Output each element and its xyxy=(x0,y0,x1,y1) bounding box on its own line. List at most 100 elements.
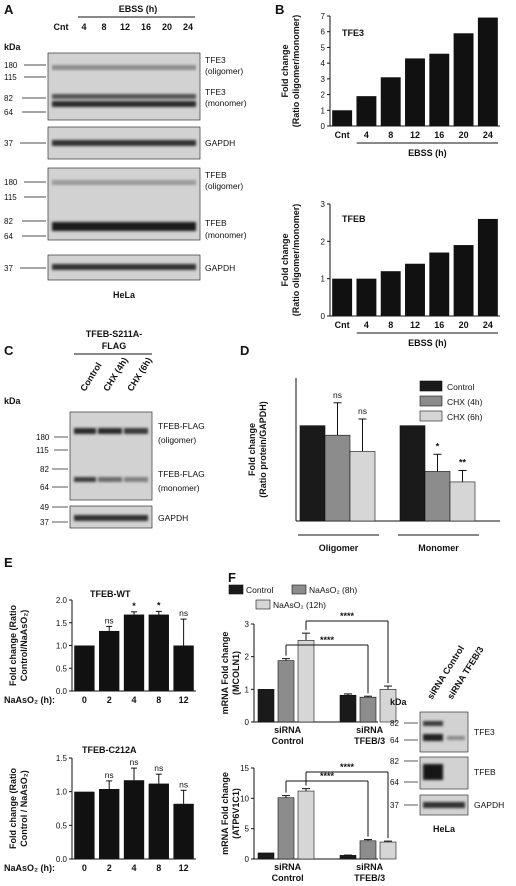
y-tick-label: 1.0 xyxy=(56,642,68,651)
blot-label: GAPDH xyxy=(474,800,504,810)
blot-label: (monomer) xyxy=(158,483,200,493)
bar xyxy=(257,852,275,860)
bar xyxy=(453,33,474,126)
marker: 37 xyxy=(390,801,399,810)
marker: 82 xyxy=(4,217,13,226)
panel-a-label: A xyxy=(4,2,14,17)
bands-tfeb xyxy=(52,180,196,231)
bar xyxy=(173,645,194,691)
marker: 64 xyxy=(390,778,399,787)
y-tick-label: 2 xyxy=(321,91,326,100)
bar xyxy=(405,263,425,316)
significance-label: ns xyxy=(333,390,342,400)
x-tick-label: 16 xyxy=(434,320,444,330)
blot-label: TFEB xyxy=(205,170,227,180)
y-tick-label: 5 xyxy=(321,43,326,52)
bar xyxy=(339,694,357,723)
blot-tfe3-f xyxy=(419,711,469,753)
group-label: siRNA xyxy=(274,725,302,735)
construct-label: TFEB-S211A- xyxy=(86,329,143,339)
marker: 64 xyxy=(40,483,49,492)
x-tick-label: 24 xyxy=(483,320,493,330)
y-axis-label: mRNA Fold change xyxy=(220,772,230,855)
bar xyxy=(299,425,326,522)
bar xyxy=(429,53,450,126)
y-tick-label: 2 xyxy=(321,237,326,246)
x-tick-label: 12 xyxy=(410,320,420,330)
blot-label: TFE3 xyxy=(474,727,495,737)
group-label: siRNA xyxy=(356,862,384,872)
kda-label-c: kDa xyxy=(4,396,22,406)
x-tick-label: 8 xyxy=(388,320,393,330)
group-label: siRNA xyxy=(274,862,302,872)
marker: 37 xyxy=(4,139,13,148)
band xyxy=(423,802,465,808)
y-tick-label: 10 xyxy=(240,794,249,803)
significance-label: ns xyxy=(154,763,163,773)
panel-a: A EBSS (h) Cnt 4 8 12 16 20 24 kDa 180 1… xyxy=(4,2,247,300)
chart-title: TFEB-WT xyxy=(90,589,131,599)
bar xyxy=(257,689,275,723)
x-tick-label: Cnt xyxy=(335,320,350,330)
bar xyxy=(297,790,315,860)
legend-swatch xyxy=(419,380,443,392)
significance-label: **** xyxy=(320,635,335,645)
group-label: Control xyxy=(272,873,304,883)
legend-label: Control xyxy=(246,585,274,595)
y-tick-label: 3 xyxy=(321,200,326,209)
bar xyxy=(424,471,451,522)
legend-label: CHX (6h) xyxy=(447,412,483,422)
lane-label: 24 xyxy=(183,22,193,32)
y-tick-label: 0.0 xyxy=(56,687,68,696)
markers-tfe3: 180 115 82 64 xyxy=(4,61,46,117)
y-tick-label: 3 xyxy=(245,620,250,629)
lane-label: Cnt xyxy=(54,22,69,32)
group-label: Oligomer xyxy=(319,543,359,553)
bar xyxy=(148,783,169,859)
marker: 64 xyxy=(390,736,399,745)
y-tick-label: 0.5 xyxy=(56,664,68,673)
blot-label: (monomer) xyxy=(205,98,247,108)
chart-title: TFEB-C212A xyxy=(82,745,137,755)
y-axis-label: Fold change xyxy=(280,44,290,97)
blot-label: (monomer) xyxy=(205,230,247,240)
bar xyxy=(380,77,401,126)
y-tick-label: 7 xyxy=(321,12,326,21)
band xyxy=(52,264,196,270)
y-tick-label: 15 xyxy=(240,764,249,773)
lane-labels-a: Cnt 4 8 12 16 20 24 xyxy=(54,22,194,32)
y-tick-label: 1.5 xyxy=(56,619,68,628)
significance-label: ** xyxy=(459,457,467,467)
group-label: Monomer xyxy=(418,543,459,553)
bar xyxy=(332,278,353,316)
y-tick-label: 0.0 xyxy=(56,855,68,864)
group-label: TFEB/3 xyxy=(354,873,385,883)
marker: 64 xyxy=(4,108,13,117)
bar xyxy=(399,425,426,522)
band xyxy=(423,764,443,780)
y-axis-label: Fold change xyxy=(247,423,257,476)
blot-label: GAPDH xyxy=(158,513,188,523)
chart-title: TFE3 xyxy=(342,28,364,38)
blot-tfeb-flag xyxy=(69,411,153,501)
bar xyxy=(277,797,295,860)
x-tick-label: 12 xyxy=(410,130,420,140)
bar xyxy=(74,645,95,691)
blot-label: (oligomer) xyxy=(205,181,243,191)
y-axis-label: Fold change xyxy=(280,233,290,286)
bar xyxy=(380,271,401,316)
x-tick-label: 20 xyxy=(459,320,469,330)
significance-label: **** xyxy=(320,771,335,781)
chart-e-wt: 0.0 0.5 1.0 1.5 2.0 Fold change (Ratio Control… xyxy=(4,589,196,705)
y-tick-label: 6 xyxy=(321,28,326,37)
blot-label: TFE3 xyxy=(205,87,226,97)
x-tick-label: 0 xyxy=(82,863,87,873)
y-axis-label: (Ratio oligomer/monomer) xyxy=(291,204,301,317)
blot-label: TFEB xyxy=(474,767,496,777)
legend-swatch xyxy=(291,584,307,595)
x-tick-label: 0 xyxy=(82,695,87,705)
